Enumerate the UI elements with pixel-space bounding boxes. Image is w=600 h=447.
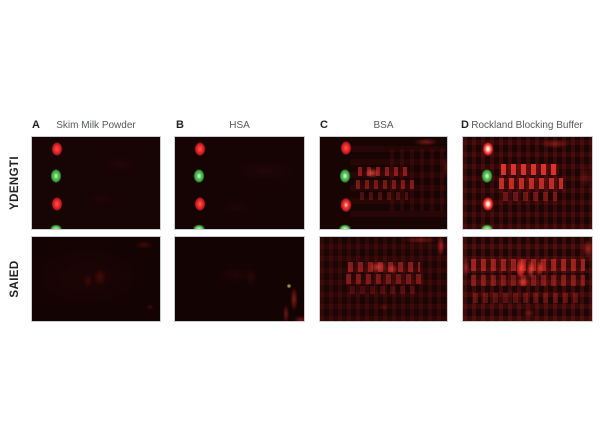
blot-image-ydengti-skim-milk-powder [31,136,161,230]
panel-title-hsa: HSA [229,120,250,131]
panel-letter-d: D [461,119,469,131]
panel-letter-c: C [320,119,328,131]
blot-image-saied-skim-milk-powder [31,236,161,322]
panel-title-skim-milk-powder: Skim Milk Powder [56,120,136,131]
panel-title-rockland-blocking-buffer: Rockland Blocking Buffer [471,120,583,131]
row-label-saied: SAIED [9,260,21,298]
panel-letter-a: A [32,119,40,131]
blot-image-ydengti-rockland-blocking-buffer [462,136,593,230]
blot-image-saied-bsa [319,236,448,322]
blot-image-saied-rockland-blocking-buffer [462,236,593,322]
row-label-ydengti: YDENGTI [9,156,21,210]
blot-image-ydengti-bsa [319,136,448,230]
panel-title-bsa: BSA [373,120,394,131]
panel-letter-b: B [176,119,184,131]
blot-image-saied-hsa [174,236,305,322]
blot-image-ydengti-hsa [174,136,305,230]
